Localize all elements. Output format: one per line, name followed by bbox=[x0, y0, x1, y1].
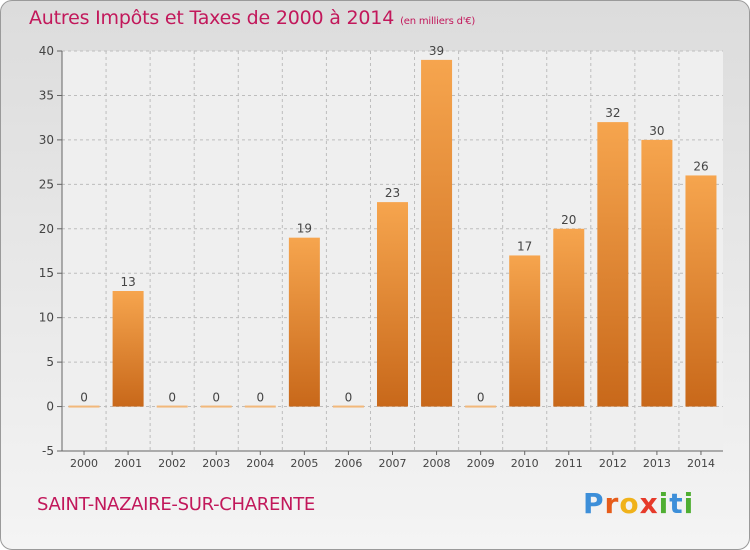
x-tick-label-2014: 2014 bbox=[687, 457, 715, 470]
bar-2005 bbox=[288, 237, 320, 407]
y-tick-label: 15 bbox=[39, 266, 54, 280]
bar-2006 bbox=[332, 405, 364, 408]
x-tick-label-2012: 2012 bbox=[599, 457, 627, 470]
bar-2007 bbox=[377, 202, 408, 407]
proxiti-logo: Proxiti bbox=[583, 487, 694, 520]
value-label-2003: 0 bbox=[212, 391, 220, 405]
x-tick-label-2005: 2005 bbox=[290, 457, 318, 470]
y-tick-label: 20 bbox=[39, 222, 54, 236]
x-tick-label-2007: 2007 bbox=[379, 457, 407, 470]
y-tick-label: 25 bbox=[39, 177, 54, 191]
value-label-2010: 17 bbox=[517, 239, 532, 253]
chart-title-text: Autres Impôts et Taxes de 2000 à 2014 bbox=[29, 7, 395, 29]
logo-letter: i bbox=[683, 487, 695, 520]
value-label-2005: 19 bbox=[297, 222, 312, 236]
value-label-2006: 0 bbox=[345, 391, 353, 405]
y-tick-label: 40 bbox=[39, 44, 54, 58]
y-tick-label: 0 bbox=[46, 400, 54, 414]
bar-2013 bbox=[641, 139, 673, 407]
chart-title: Autres Impôts et Taxes de 2000 à 2014 (en… bbox=[29, 7, 475, 29]
value-label-2011: 20 bbox=[561, 213, 576, 227]
value-label-2012: 32 bbox=[605, 106, 620, 120]
bar-2003 bbox=[200, 405, 232, 408]
y-tick-label: 30 bbox=[39, 133, 54, 147]
x-tick-label-2008: 2008 bbox=[423, 457, 451, 470]
value-label-2009: 0 bbox=[477, 391, 485, 405]
value-label-2014: 26 bbox=[693, 159, 708, 173]
y-tick-label: 5 bbox=[46, 355, 54, 369]
x-tick-label-2011: 2011 bbox=[555, 457, 583, 470]
bar-2011 bbox=[553, 228, 585, 407]
x-tick-label-2002: 2002 bbox=[158, 457, 186, 470]
bar-2000 bbox=[68, 405, 100, 408]
value-label-2001: 13 bbox=[120, 275, 135, 289]
value-label-2002: 0 bbox=[168, 391, 176, 405]
x-tick-label-2010: 2010 bbox=[511, 457, 539, 470]
logo-letter: P bbox=[583, 487, 605, 520]
logo-letter: o bbox=[619, 487, 640, 520]
logo-letter: i bbox=[658, 487, 670, 520]
logo-letter: t bbox=[669, 487, 684, 520]
value-label-2007: 23 bbox=[385, 186, 400, 200]
x-tick-label-2000: 2000 bbox=[70, 457, 98, 470]
x-tick-label-2003: 2003 bbox=[202, 457, 230, 470]
bar-2001 bbox=[112, 291, 144, 407]
logo-letter: x bbox=[639, 487, 659, 520]
bar-2008 bbox=[421, 59, 453, 407]
bar-2004 bbox=[244, 405, 276, 408]
x-tick-label-2013: 2013 bbox=[643, 457, 671, 470]
value-label-2013: 30 bbox=[649, 124, 664, 138]
value-label-2004: 0 bbox=[256, 391, 264, 405]
bar-2002 bbox=[156, 405, 188, 408]
y-tick-label: -5 bbox=[42, 444, 54, 458]
bar-2014 bbox=[685, 175, 717, 407]
logo-letter: r bbox=[604, 487, 620, 520]
value-label-2008: 39 bbox=[429, 44, 444, 58]
bar-2010 bbox=[509, 255, 541, 407]
city-name: SAINT-NAZAIRE-SUR-CHARENTE bbox=[37, 494, 315, 515]
bar-2012 bbox=[597, 122, 629, 407]
x-tick-label-2001: 2001 bbox=[114, 457, 142, 470]
y-tick-label: 10 bbox=[39, 311, 54, 325]
x-tick-label-2004: 2004 bbox=[246, 457, 274, 470]
bar-2009 bbox=[465, 405, 497, 408]
chart-subtitle: (en milliers d'€) bbox=[400, 16, 476, 27]
y-tick-label: 35 bbox=[39, 88, 54, 102]
x-tick-label-2009: 2009 bbox=[467, 457, 495, 470]
x-tick-label-2006: 2006 bbox=[334, 457, 362, 470]
value-label-2000: 0 bbox=[80, 391, 88, 405]
